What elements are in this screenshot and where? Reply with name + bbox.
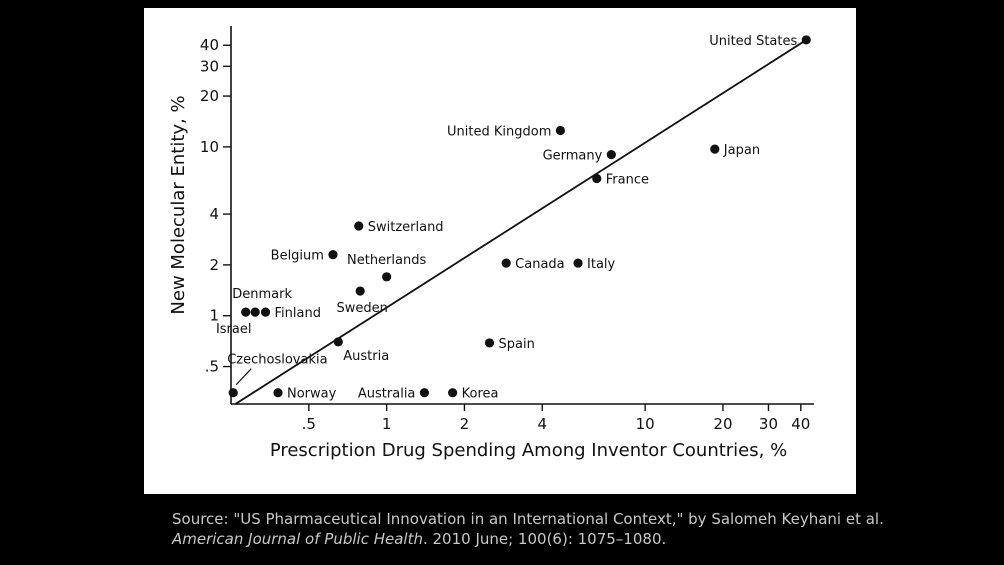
y-tick-label: 30 — [200, 57, 219, 75]
point-label: Sweden — [336, 301, 387, 316]
point-label: United States — [709, 34, 797, 49]
data-point — [260, 307, 271, 317]
data-point — [382, 272, 392, 282]
point-label: Israel — [216, 322, 252, 337]
data-point — [592, 173, 602, 184]
point-label: Australia — [358, 387, 416, 402]
source-caption: Source: "US Pharmaceutical Innovation in… — [172, 510, 884, 528]
y-tick-label: 1 — [209, 307, 219, 325]
citation-details: . 2010 June; 100(6): 1075–1080. — [422, 530, 667, 548]
x-tick-label: 20 — [713, 415, 732, 433]
data-point — [328, 250, 338, 260]
x-tick-label: 4 — [537, 415, 547, 433]
point-label: Canada — [515, 257, 564, 272]
point-label: Austria — [343, 349, 389, 364]
data-point — [273, 388, 283, 398]
point-label: Czechoslovakia — [227, 353, 327, 368]
point-label: Korea — [462, 387, 499, 402]
data-point — [419, 388, 430, 398]
data-point — [228, 388, 238, 398]
data-point — [355, 286, 365, 296]
point-label: Finland — [275, 306, 321, 321]
point-label: Italy — [587, 257, 616, 272]
point-label: Denmark — [232, 287, 292, 302]
y-tick-label: 4 — [209, 205, 219, 223]
y-tick-label: .5 — [205, 358, 219, 376]
point-label: Germany — [543, 149, 603, 164]
point-label: Switzerland — [368, 220, 444, 235]
data-point — [573, 258, 583, 268]
point-label: Netherlands — [347, 253, 426, 268]
chart-panel: .5 1 2 4 10 20 30 40.5 1 2 4 10 20 30 40 Prescription D… — [144, 8, 856, 494]
data-point — [333, 337, 343, 347]
x-tick-label: 1 — [382, 415, 392, 433]
point-label: Belgium — [271, 249, 324, 264]
point-label: Norway — [287, 387, 337, 402]
citation-caption: American Journal of Public Health. 2010 … — [172, 530, 666, 548]
journal-name: American Journal of Public Health — [172, 530, 423, 548]
data-point — [555, 125, 565, 136]
label-leader-line — [235, 368, 252, 386]
x-tick-label: 10 — [636, 415, 655, 433]
point-label: Spain — [499, 337, 535, 352]
data-point — [484, 338, 495, 348]
data-point — [801, 35, 811, 45]
y-tick-label: 40 — [200, 36, 219, 54]
data-point — [354, 221, 364, 231]
y-tick-label: 20 — [200, 87, 219, 105]
data-point — [241, 307, 251, 317]
y-axis-title: New Molecular Entity, % — [168, 95, 189, 314]
data-point — [448, 388, 458, 398]
point-label: United Kingdom — [447, 125, 551, 140]
data-point — [606, 150, 616, 160]
x-tick-label: .5 — [302, 415, 316, 433]
point-label: Japan — [723, 143, 760, 158]
x-tick-label: 2 — [460, 415, 470, 433]
y-tick-label: 2 — [209, 256, 219, 274]
x-tick-label: 40 — [791, 415, 810, 433]
point-label: France — [606, 172, 649, 187]
data-point — [710, 144, 720, 154]
fit-line — [234, 39, 807, 405]
x-tick-label: 30 — [759, 415, 778, 433]
y-tick-label: 10 — [200, 138, 219, 156]
data-point — [250, 307, 260, 317]
data-point — [501, 258, 511, 268]
x-axis-title: Prescription Drug Spending Among Invento… — [270, 440, 787, 461]
